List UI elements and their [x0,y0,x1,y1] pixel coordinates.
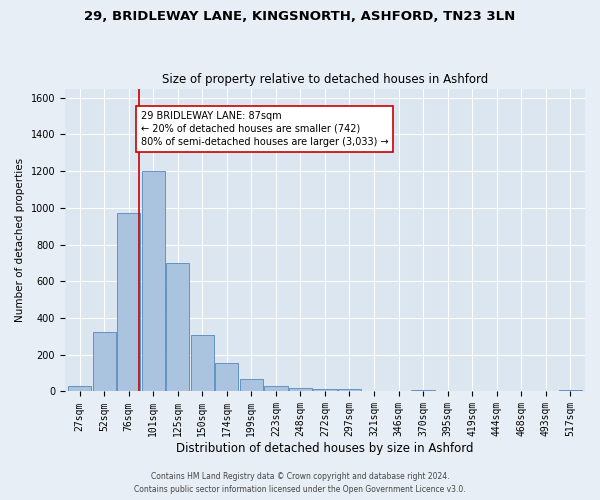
Bar [559,390,582,392]
Bar [117,214,140,392]
X-axis label: Distribution of detached houses by size in Ashford: Distribution of detached houses by size … [176,442,474,455]
Bar [92,332,116,392]
Text: 29 BRIDLEWAY LANE: 87sqm
← 20% of detached houses are smaller (742)
80% of semi-: 29 BRIDLEWAY LANE: 87sqm ← 20% of detach… [141,110,389,147]
Bar [313,388,337,392]
Bar [215,363,238,392]
Y-axis label: Number of detached properties: Number of detached properties [15,158,25,322]
Bar [338,388,361,392]
Bar [68,386,91,392]
Bar [239,378,263,392]
Text: 29, BRIDLEWAY LANE, KINGSNORTH, ASHFORD, TN23 3LN: 29, BRIDLEWAY LANE, KINGSNORTH, ASHFORD,… [85,10,515,23]
Bar [166,263,190,392]
Bar [191,336,214,392]
Bar [412,390,435,392]
Bar [289,388,312,392]
Bar [142,171,165,392]
Bar [264,386,287,392]
Text: Contains HM Land Registry data © Crown copyright and database right 2024.
Contai: Contains HM Land Registry data © Crown c… [134,472,466,494]
Title: Size of property relative to detached houses in Ashford: Size of property relative to detached ho… [162,73,488,86]
